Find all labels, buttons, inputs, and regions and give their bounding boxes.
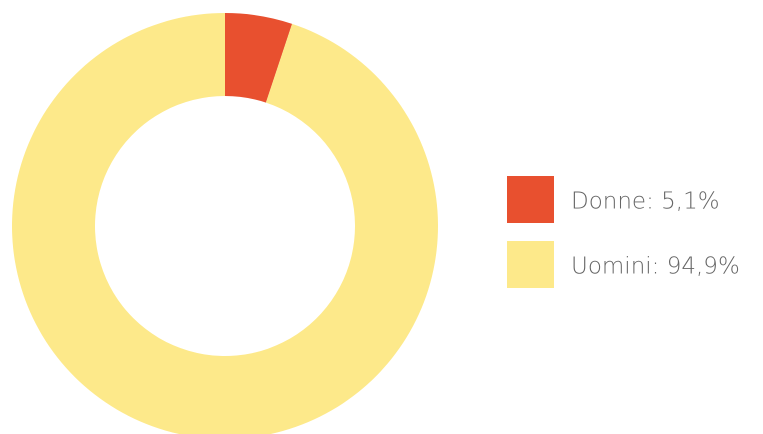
donut-slice bbox=[225, 13, 293, 103]
donut-slice bbox=[12, 13, 438, 434]
legend-swatch bbox=[507, 176, 554, 223]
legend-label: Donne: 5,1% bbox=[571, 189, 720, 215]
legend-swatch bbox=[507, 241, 554, 288]
legend-label: Uomini: 94,9% bbox=[571, 254, 740, 280]
